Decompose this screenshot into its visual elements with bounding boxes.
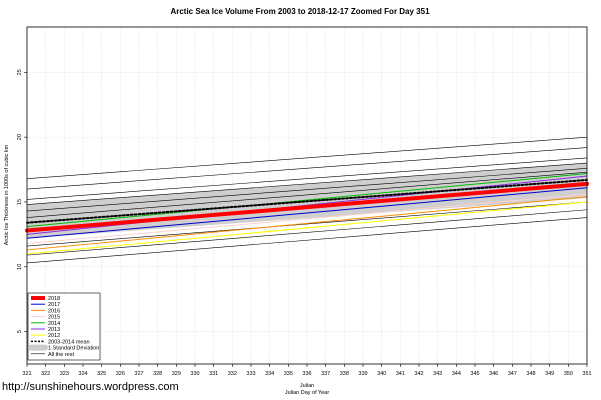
x-tick-label: 338 [340,371,349,377]
legend-label-2013: 2013 [48,327,60,333]
x-tick-label: 324 [78,371,87,377]
legend-label-2015: 2015 [48,315,60,321]
x-axis-label-2: Julian Day of Year [285,390,330,396]
series-line-2018 [25,181,589,233]
legend-label-2016: 2016 [48,308,60,314]
x-tick-label: 344 [452,371,461,377]
x-tick-label: 328 [153,371,162,377]
series-line-2016 [26,196,588,251]
legend-label-all-the-rest: All the rest [48,352,74,358]
series-line-2014 [26,172,588,228]
y-tick-label: 20 [17,134,23,140]
y-tick-label: 15 [17,199,23,205]
series-line-other [26,217,588,264]
series-line-other [26,147,588,190]
x-tick-label: 330 [190,371,199,377]
x-tick-label: 351 [582,371,591,377]
legend-label-1-standard-deviation: 1 Standard Deviation [48,346,99,352]
x-axis-ticks: 321 322 323 324 325 326 327 328 329 330 331 332 333 3… [22,364,592,377]
series-line-other [26,167,588,212]
x-tick-label: 349 [545,371,554,377]
y-axis-ticks: 5 10 15 20 25 [17,69,27,333]
legend-label-2012: 2012 [48,333,60,339]
series-line-other [26,171,588,218]
legend-label-2018: 2018 [48,296,60,302]
x-tick-label: 321 [22,371,31,377]
x-axis-label: Julian [300,383,314,389]
x-tick-label: 334 [265,371,274,377]
series-line-2015 [26,193,588,244]
x-tick-label: 346 [489,371,498,377]
x-tick-label: 323 [60,371,69,377]
x-tick-label: 350 [564,371,573,377]
series-line-other [26,209,588,256]
x-tick-label: 341 [396,371,405,377]
x-tick-label: 322 [41,371,50,377]
x-tick-label: 327 [134,371,143,377]
x-tick-label: 340 [377,371,386,377]
legend-label-2017: 2017 [48,302,60,308]
credit-text: http://sunshinehours.wordpress.com [2,381,179,393]
x-tick-label: 326 [116,371,125,377]
x-tick-label: 329 [172,371,181,377]
x-tick-label: 347 [508,371,517,377]
x-tick-label: 337 [321,371,330,377]
series-line-other [26,162,588,205]
legend-label-2014: 2014 [48,321,60,327]
x-tick-label: 332 [228,371,237,377]
x-tick-label: 343 [433,371,442,377]
x-tick-label: 333 [246,371,255,377]
x-tick-label: 342 [414,371,423,377]
series-line-other [26,136,588,179]
series-line-2003-2014-mean [26,178,588,224]
x-tick-label: 325 [97,371,106,377]
y-axis-label: Arctic Ice Thickness in 1000s of cubic k… [4,144,10,245]
x-tick-label: 331 [209,371,218,377]
series-line-2017 [26,187,588,239]
y-tick-label: 25 [17,69,23,75]
y-tick-label: 5 [17,330,23,333]
series-line-2012 [26,201,588,255]
series-line-other [26,157,588,200]
x-tick-label: 339 [358,371,367,377]
series-line-other [26,201,588,247]
chart-title: Arctic Sea Ice Volume From 2003 to 2018-… [170,7,430,16]
x-tick-label: 335 [284,371,293,377]
series-layer [25,136,589,264]
x-tick-label: 348 [526,371,535,377]
legend-label-2003-2014-mean: 2003-2014 mean [48,339,90,345]
y-tick-label: 10 [17,264,23,270]
x-tick-label: 336 [302,371,311,377]
x-tick-label: 345 [470,371,479,377]
